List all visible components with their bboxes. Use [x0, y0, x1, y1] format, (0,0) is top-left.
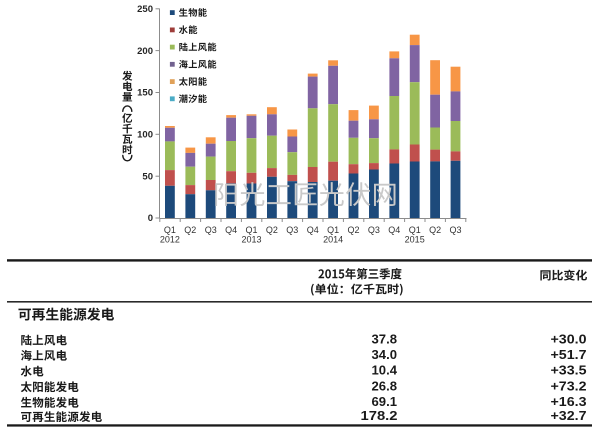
svg-text:+33.5: +33.5: [551, 364, 587, 378]
svg-text:Q3: Q3: [449, 225, 461, 235]
svg-text:Q4: Q4: [307, 225, 319, 235]
svg-text:34.0: 34.0: [372, 348, 398, 362]
svg-text:+73.2: +73.2: [551, 379, 587, 393]
svg-text:10.4: 10.4: [372, 364, 398, 378]
svg-text:Q3: Q3: [205, 225, 217, 235]
svg-text:Q1: Q1: [245, 225, 257, 235]
svg-text:Q2: Q2: [347, 225, 359, 235]
svg-text:+32.7: +32.7: [551, 409, 587, 423]
svg-text:Q4: Q4: [225, 225, 237, 235]
svg-text:+30.0: +30.0: [551, 333, 587, 347]
svg-text:0: 0: [148, 213, 153, 224]
svg-text:Q3: Q3: [286, 225, 298, 235]
svg-text:+16.3: +16.3: [551, 395, 587, 409]
svg-text:+51.7: +51.7: [551, 348, 587, 362]
svg-text:Q2: Q2: [184, 225, 196, 235]
svg-text:Q2: Q2: [429, 225, 441, 235]
svg-text:Q1: Q1: [164, 225, 176, 235]
svg-text:Q1: Q1: [409, 225, 421, 235]
svg-text:69.1: 69.1: [372, 395, 398, 409]
svg-text:2013: 2013: [241, 235, 261, 245]
svg-text:2015: 2015: [405, 235, 425, 245]
svg-text:250: 250: [137, 4, 153, 15]
svg-text:150: 150: [137, 88, 153, 99]
svg-text:Q4: Q4: [388, 225, 400, 235]
svg-text:2012: 2012: [160, 235, 180, 245]
svg-text:100: 100: [137, 130, 153, 141]
svg-text:200: 200: [137, 46, 153, 57]
svg-text:Q3: Q3: [368, 225, 380, 235]
svg-text:Q2: Q2: [266, 225, 278, 235]
svg-text:50: 50: [142, 171, 153, 182]
svg-text:Q1: Q1: [327, 225, 339, 235]
svg-text:2014: 2014: [323, 235, 343, 245]
svg-text:37.8: 37.8: [372, 333, 398, 347]
svg-text:178.2: 178.2: [361, 409, 398, 423]
svg-text:26.8: 26.8: [372, 379, 398, 393]
